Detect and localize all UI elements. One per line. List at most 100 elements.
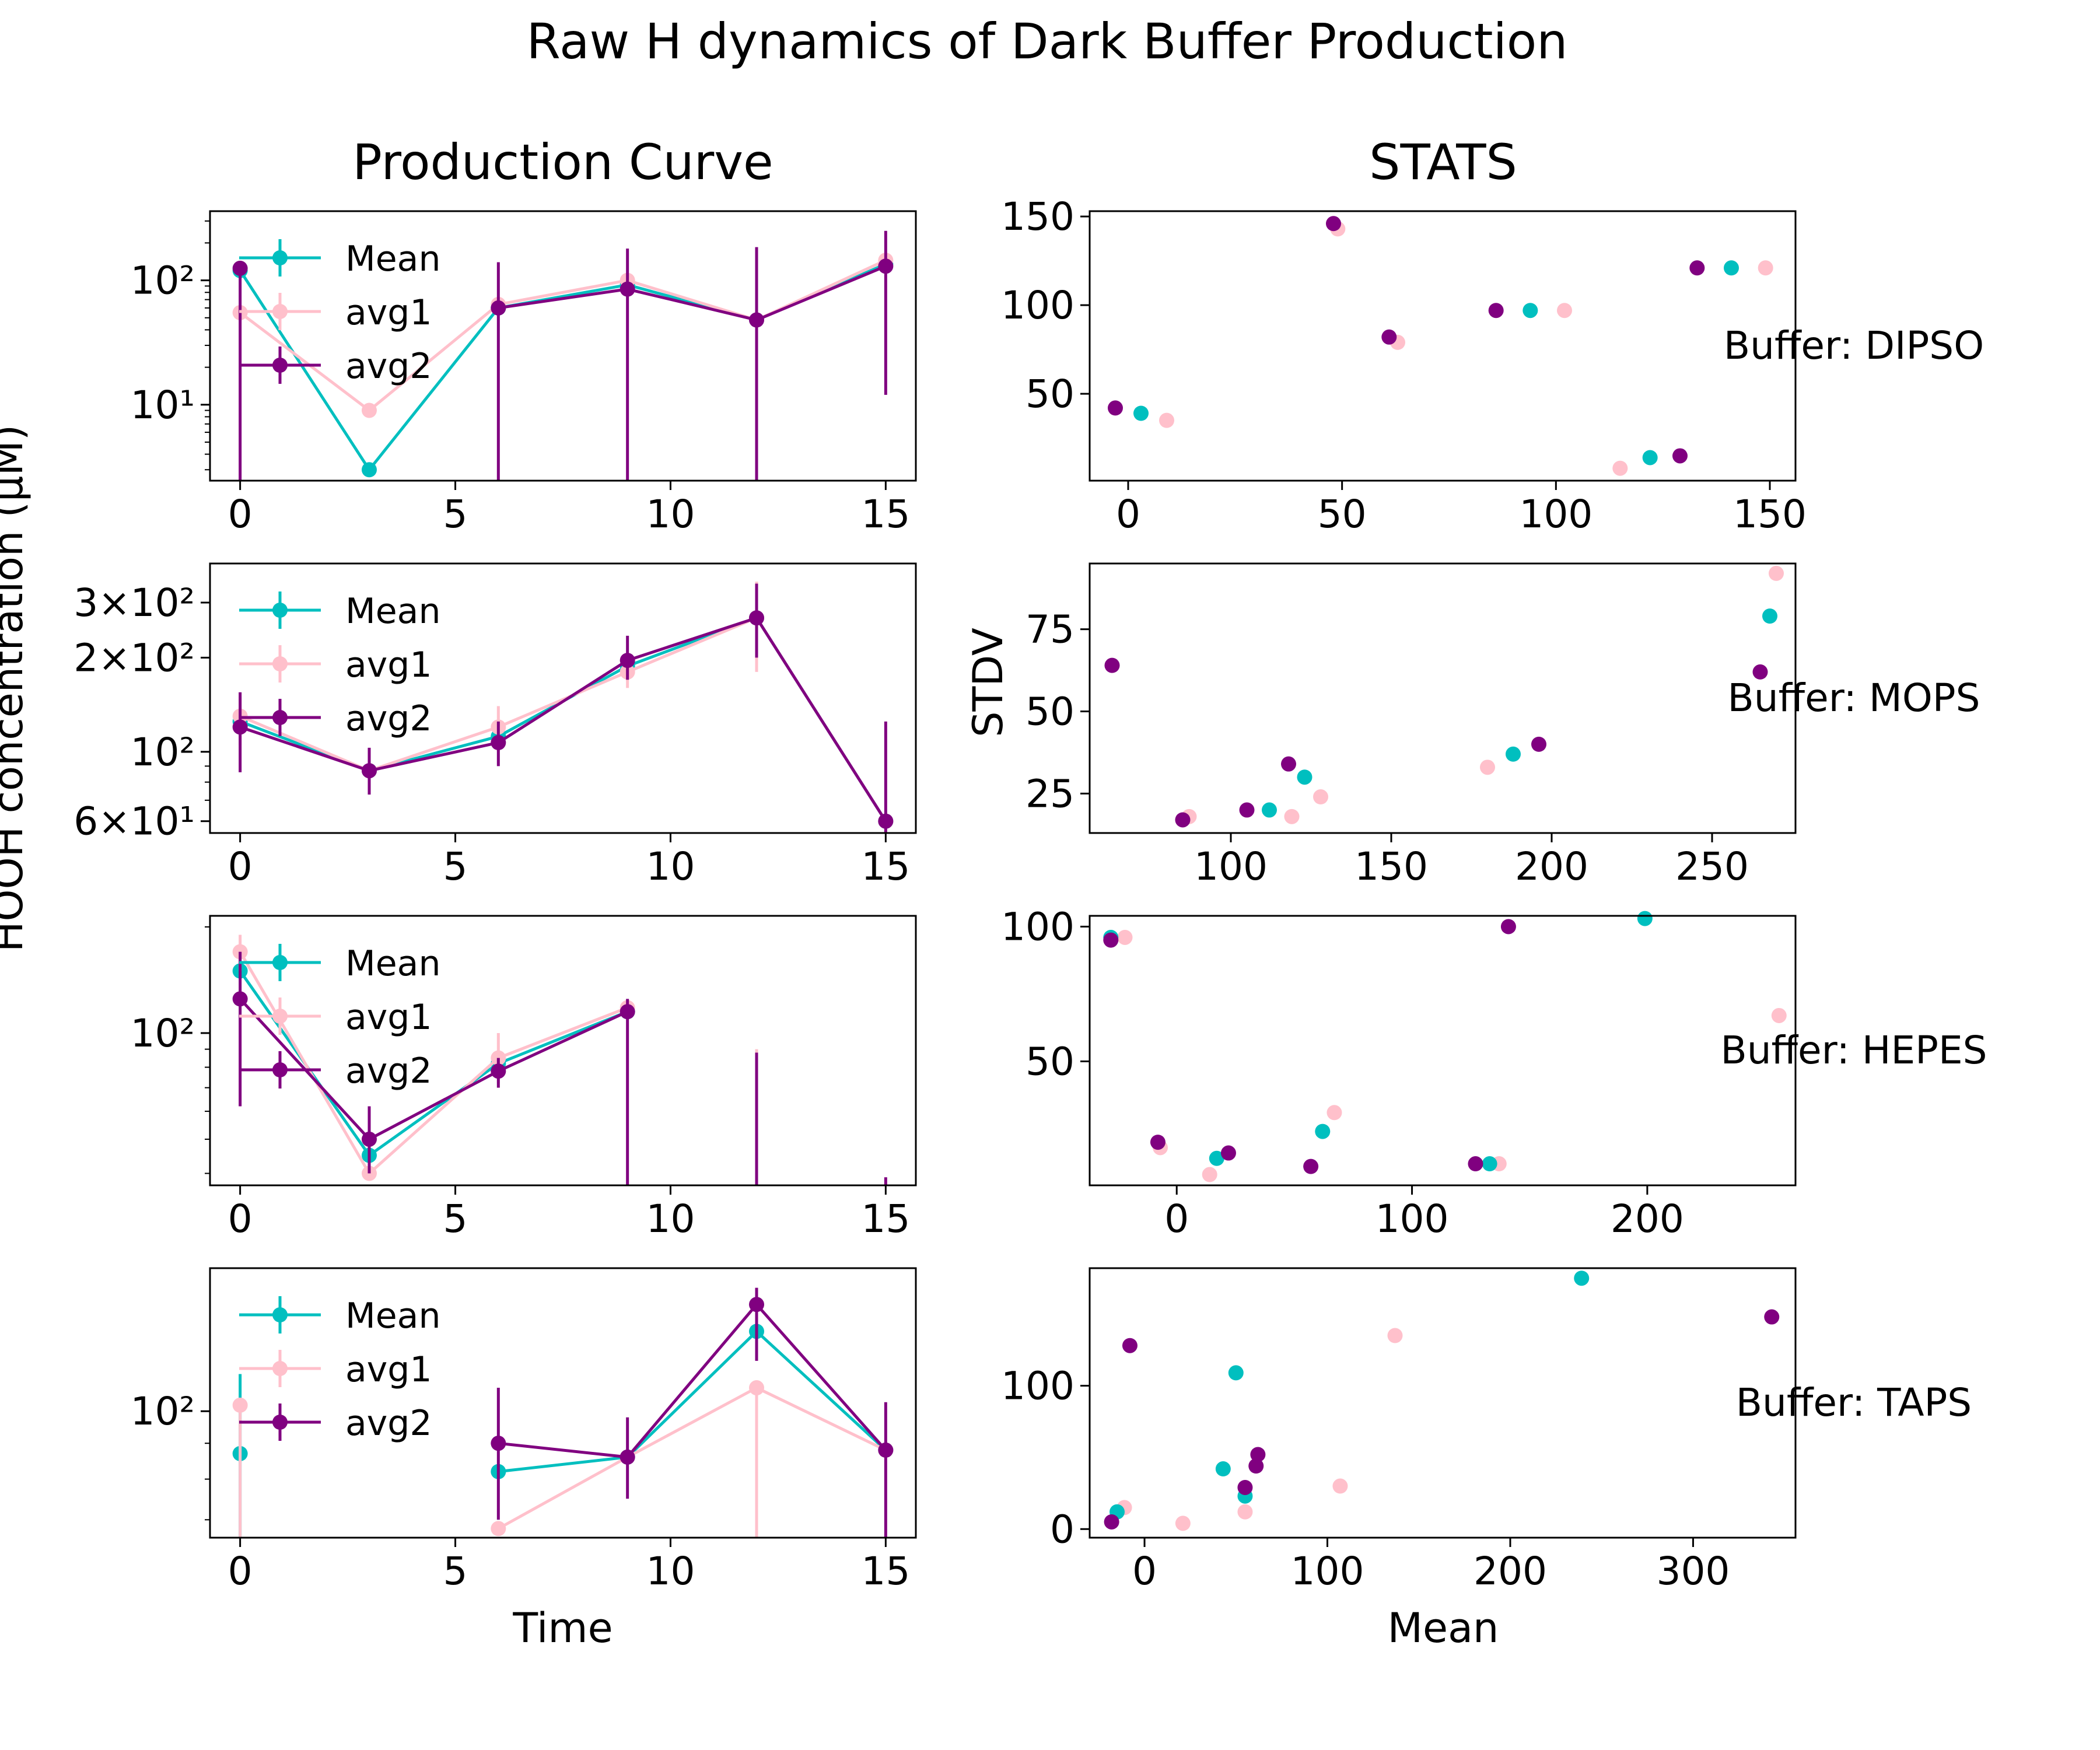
stats-MOPS-y-tick-label: 75 bbox=[1026, 607, 1074, 652]
production-MOPS-avg2-point bbox=[361, 763, 377, 779]
production-TAPS-x-tick-label: 15 bbox=[861, 1549, 910, 1594]
production-DIPSO-avg2-point bbox=[878, 258, 894, 274]
stats-DIPSO-avg2-point bbox=[1689, 260, 1705, 276]
stats-MOPS-y-tick-label: 25 bbox=[1026, 771, 1074, 816]
production-DIPSO-chart: 10¹ 10² 0 5 10 15 Mean avg1 avg2 bbox=[131, 210, 917, 537]
stats-TAPS-mean-point bbox=[1574, 1270, 1590, 1286]
production-MOPS-avg1-line-segment bbox=[498, 670, 628, 729]
production-DIPSO-avg2-point bbox=[749, 312, 765, 328]
production-DIPSO-axes-frame bbox=[209, 210, 917, 482]
production-TAPS-mean-line-segment bbox=[498, 1455, 628, 1474]
stats-HEPES-x-tick-label: 0 bbox=[1164, 1196, 1189, 1241]
stats-MOPS-mean-point bbox=[1762, 608, 1777, 624]
production-HEPES-axes-frame bbox=[209, 915, 917, 1186]
stats-HEPES-avg1-point bbox=[1202, 1167, 1217, 1182]
production-DIPSO-x-tick-label: 10 bbox=[646, 492, 695, 537]
production-MOPS-y-tick-label: 2×10² bbox=[74, 635, 195, 680]
stats-DIPSO-x-tick-label: 0 bbox=[1116, 492, 1140, 537]
stats-HEPES-y-tick-label: 100 bbox=[1001, 904, 1074, 949]
stats-HEPES-avg1-point bbox=[1771, 1007, 1787, 1023]
stats-TAPS-avg1-point bbox=[1332, 1478, 1348, 1494]
left-x-axis-label: Time bbox=[512, 1604, 612, 1652]
stats-MOPS-x-tick-label: 100 bbox=[1194, 844, 1268, 889]
production-HEPES-x-tick-label: 10 bbox=[646, 1196, 695, 1241]
production-TAPS-legend-label: avg2 bbox=[345, 1403, 432, 1444]
production-MOPS-axes-frame bbox=[209, 562, 917, 834]
production-TAPS-avg2-point bbox=[878, 1442, 894, 1458]
production-DIPSO-legend: Mean avg1 avg2 bbox=[239, 239, 440, 387]
stats-DIPSO-x-tick-label: 50 bbox=[1318, 492, 1367, 537]
production-HEPES-chart: 10² 0 5 10 15 Mean avg1 avg2 bbox=[131, 915, 917, 1241]
production-HEPES-avg2-line-segment bbox=[498, 1010, 628, 1073]
stats-HEPES-avg2-point bbox=[1468, 1156, 1483, 1172]
production-MOPS-y-tick-label: 3×10² bbox=[74, 580, 195, 625]
left-column-title: Production Curve bbox=[352, 134, 773, 191]
stats-DIPSO-axes-frame bbox=[1088, 210, 1797, 482]
production-DIPSO-x-tick-label: 15 bbox=[861, 492, 910, 537]
production-TAPS-legend-marker bbox=[272, 1307, 288, 1322]
stats-HEPES-x-tick-label: 200 bbox=[1611, 1196, 1684, 1241]
stats-DIPSO-x-tick-label: 150 bbox=[1733, 492, 1807, 537]
production-TAPS-legend-label: Mean bbox=[345, 1296, 440, 1336]
stats-TAPS-axes-frame bbox=[1088, 1267, 1797, 1539]
production-HEPES-legend-label: avg2 bbox=[345, 1051, 432, 1091]
production-DIPSO-avg2-point bbox=[620, 281, 635, 297]
stats-HEPES-buffer-label: Buffer: HEPES bbox=[1720, 1028, 1987, 1073]
production-TAPS-legend-marker bbox=[272, 1361, 288, 1376]
production-MOPS-avg2-point bbox=[491, 735, 506, 751]
production-DIPSO-plot-area bbox=[232, 230, 894, 481]
stats-MOPS-avg2-point bbox=[1281, 756, 1296, 772]
production-HEPES-legend-marker bbox=[272, 1009, 288, 1024]
stats-DIPSO-x-tick-label: 100 bbox=[1519, 492, 1592, 537]
production-HEPES-legend-label: Mean bbox=[345, 943, 440, 984]
production-MOPS-x-tick-label: 5 bbox=[443, 844, 468, 889]
production-TAPS-avg1-line-segment bbox=[755, 1386, 887, 1452]
subplot-grid: 10¹ 10² 0 5 10 15 Mean avg1 avg2 6×10¹ 10² 2×10² 3×1… bbox=[74, 194, 1987, 1594]
production-HEPES-avg1-line-segment bbox=[498, 1006, 628, 1059]
stats-MOPS-avg2-point bbox=[1752, 664, 1768, 680]
production-MOPS-avg2-point bbox=[749, 610, 765, 626]
stats-HEPES-mean-point bbox=[1209, 1150, 1224, 1166]
production-TAPS-mean-line-segment bbox=[626, 1330, 758, 1458]
production-DIPSO-legend-label: Mean bbox=[345, 239, 440, 279]
production-MOPS-avg1-line-segment bbox=[626, 616, 757, 674]
production-MOPS-y-tick-label: 6×10¹ bbox=[74, 799, 195, 844]
stats-MOPS-y-tick-label: 50 bbox=[1026, 690, 1074, 734]
stats-MOPS-mean-point bbox=[1506, 746, 1521, 762]
stats-TAPS-avg1-point bbox=[1237, 1504, 1253, 1520]
stats-HEPES-chart: 50 100 0 100 200 Buffer: HEPES bbox=[1001, 904, 1987, 1241]
production-MOPS-x-tick-label: 15 bbox=[861, 844, 910, 889]
stats-MOPS-x-tick-label: 200 bbox=[1515, 844, 1588, 889]
production-MOPS-legend-label: Mean bbox=[345, 591, 440, 632]
stats-TAPS-avg2-point bbox=[1248, 1458, 1264, 1474]
stats-DIPSO-mean-point bbox=[1642, 450, 1658, 466]
stats-TAPS-x-tick-label: 0 bbox=[1132, 1549, 1157, 1594]
production-DIPSO-y-tick-label: 10¹ bbox=[131, 383, 195, 428]
production-MOPS-chart: 6×10¹ 10² 2×10² 3×10² 0 5 10 15 Mean avg1 avg2 bbox=[74, 562, 917, 889]
production-TAPS-avg1-point bbox=[491, 1521, 506, 1536]
production-HEPES-legend-marker bbox=[272, 955, 288, 970]
production-TAPS-legend-marker bbox=[272, 1415, 288, 1430]
stats-TAPS-avg2-point bbox=[1104, 1514, 1119, 1530]
stats-HEPES-axes-frame bbox=[1088, 915, 1797, 1186]
production-TAPS-avg1-point bbox=[749, 1380, 765, 1396]
left-y-axis-label: HOOH concentration (µM) bbox=[0, 425, 32, 952]
production-MOPS-legend-label: avg2 bbox=[345, 698, 432, 739]
production-HEPES-avg1-line-segment bbox=[368, 1056, 499, 1175]
stats-DIPSO-avg1-point bbox=[1758, 260, 1773, 276]
production-TAPS-avg1-point bbox=[232, 1397, 248, 1413]
stats-DIPSO-buffer-label: Buffer: DIPSO bbox=[1724, 323, 1984, 368]
stats-TAPS-x-tick-label: 100 bbox=[1291, 1549, 1364, 1594]
stats-HEPES-avg2-point bbox=[1103, 932, 1119, 948]
stats-DIPSO-avg2-point bbox=[1488, 303, 1504, 318]
stats-TAPS-y-tick-label: 100 bbox=[1001, 1364, 1074, 1409]
production-MOPS-legend: Mean avg1 avg2 bbox=[239, 591, 440, 739]
production-HEPES-avg2-point bbox=[491, 1063, 506, 1079]
stats-HEPES-avg2-point bbox=[1220, 1145, 1236, 1161]
right-x-axis-label: Mean bbox=[1388, 1604, 1499, 1652]
production-MOPS-legend-label: avg1 bbox=[345, 645, 432, 685]
production-HEPES-plot-area bbox=[232, 935, 887, 1185]
stats-MOPS-avg1-point bbox=[1480, 760, 1495, 775]
production-DIPSO-x-tick-label: 0 bbox=[228, 492, 253, 537]
stats-HEPES-avg2-point bbox=[1150, 1135, 1166, 1150]
